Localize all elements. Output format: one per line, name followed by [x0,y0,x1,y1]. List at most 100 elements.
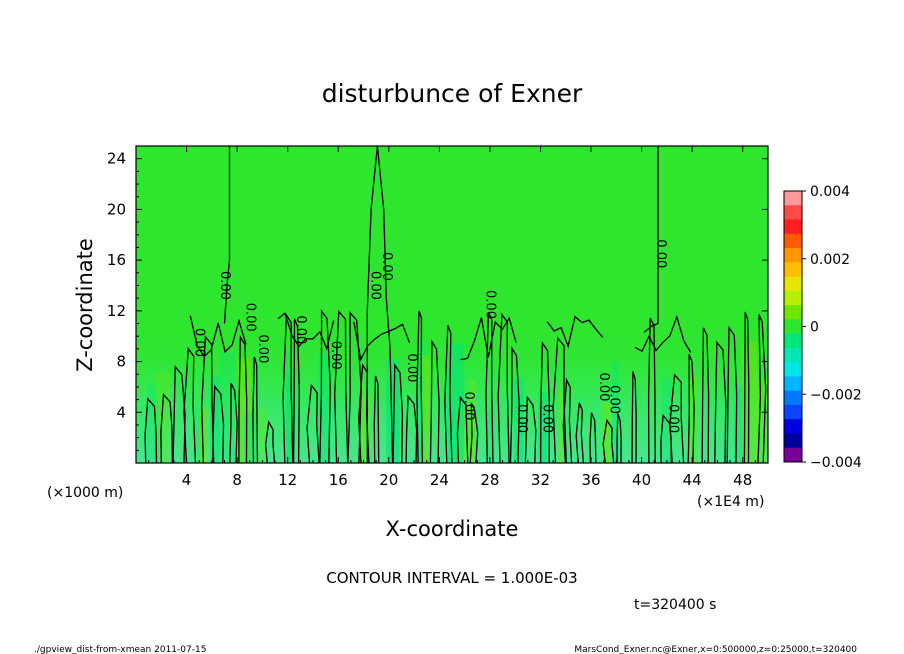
y-tick-label: 20 [107,200,126,218]
x-axis-label: X-coordinate [386,517,519,541]
contour-line [546,315,604,349]
contour-line [647,317,656,463]
contour-label: 0.00 [514,404,529,433]
y-axis-label: Z-coordinate [73,238,97,372]
x-tick-label: 44 [683,471,702,489]
contour-line [524,395,537,463]
contour-line [602,418,615,463]
y-tick-label: 12 [107,302,126,320]
contour-line [160,392,174,463]
x-tick-label: 16 [329,471,348,489]
x-tick-label: 12 [278,471,297,489]
colorbar-cell [784,433,802,449]
contour-line [509,345,520,463]
contour-line [444,325,453,463]
colorbar-cell [784,362,802,377]
contour-line [353,321,411,362]
contour-label: 0.00 [404,353,419,382]
colorbar-cell [784,390,802,406]
x-tick-label: 20 [379,471,398,489]
field-patch [386,360,400,463]
x-unit-left: (×1000 m) [47,485,123,501]
contour-label: 0.00 [255,334,270,363]
field-patch [421,356,431,463]
contour-line [616,413,622,463]
contour-line [252,356,259,463]
colorbar: 0.004 0.002 0 −0.002 −0.004 [783,184,862,471]
field-patch [193,407,201,463]
contour-line [282,312,294,463]
contour-line [456,395,469,463]
x-tick-label: 40 [632,471,651,489]
field-patch [538,391,548,463]
contour-line [634,314,692,353]
contour-line [562,377,573,463]
footer-left: ./gpview_dist-from-xmean 2011-07-15 [34,645,206,654]
colorbar-cell [784,305,802,320]
contour-line [429,339,440,463]
colorbar-cell [784,205,802,221]
field-patch [485,410,495,463]
time-label: t=320400 s [634,597,716,613]
field-patch [284,349,292,463]
contour-line [223,146,231,324]
contour-line [319,308,331,463]
colorbar-cell [784,262,802,278]
field-patch [237,358,251,463]
contour-line [540,340,550,463]
contour-line [669,373,685,463]
contour-line [405,394,418,463]
contour-label: 0.00 [596,372,611,401]
contour-line [201,335,215,463]
colorbar-cell [784,233,802,249]
colorbar-cell [784,419,802,434]
contour-line [212,384,225,463]
contour-line [189,315,247,358]
y-tick-label: 4 [116,403,126,421]
contour-label: 0.00 [539,404,554,433]
contour-line [334,309,349,463]
contour-line [485,312,494,463]
colorbar-cell [784,347,802,363]
contour-label: 0.00 [242,303,257,332]
field-patch [558,390,566,463]
colorbar-cell [784,404,802,420]
contour-line [229,382,238,463]
contour-label: 0.00 [293,315,308,344]
field-patch [446,369,453,463]
contour-line [631,371,637,463]
contour-line [306,383,320,463]
colorbar-cell [784,290,802,306]
colorbar-cell [784,447,802,463]
field-patch [360,385,367,463]
colorbar-cell [784,248,802,263]
field-patch [451,343,465,463]
contour-line [366,146,394,463]
field-patch [733,387,744,463]
field-patch [612,362,619,463]
y-tick-label: 16 [107,251,126,269]
chart-title: disturbunce of Exner [322,79,583,108]
colorbar-cell [784,276,802,292]
y-tick-label: 8 [116,353,126,371]
contour-line [347,310,362,463]
colorbar-cell [784,319,802,335]
contour-line [292,318,300,463]
x-tick-label: 48 [733,471,752,489]
colorbar-tick-label: 0.004 [810,184,850,200]
x-tick-label: 28 [480,471,499,489]
colorbar-cell [784,219,802,235]
colorbar-cell [784,376,802,392]
contour-label: 0.00 [461,391,476,420]
y-tick-label: 24 [107,150,126,168]
contour-label: 0.00 [367,271,382,300]
colorbar-tick-label: 0 [810,320,819,336]
x-tick-label: 24 [430,471,449,489]
contour-lines [144,146,767,463]
contour-line [277,312,335,351]
x-tick-label: 8 [232,471,242,489]
contour-line [469,402,479,463]
colorbar-cell [784,333,802,349]
colorbar-tick-label: −0.002 [810,387,862,403]
